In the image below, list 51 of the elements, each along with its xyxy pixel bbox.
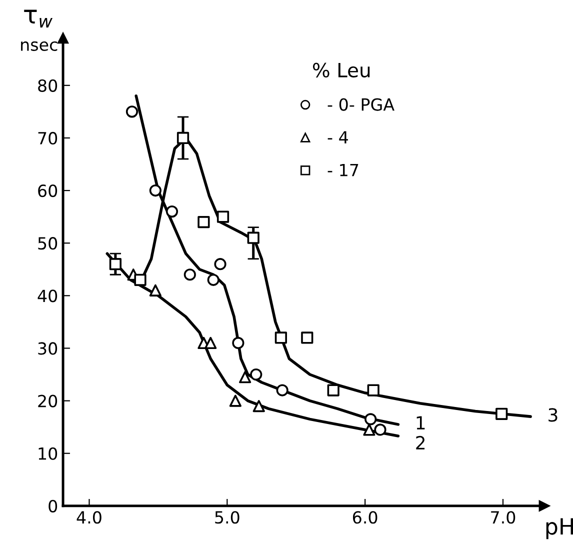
point — [109, 258, 122, 270]
y-axis-title: τ$_{w}$ — [24, 10, 53, 28]
point — [250, 368, 262, 381]
point — [367, 384, 380, 396]
point — [327, 384, 340, 396]
point — [247, 232, 260, 244]
y-tick-label: 0 — [48, 500, 58, 512]
y-tick-label: 30 — [38, 342, 58, 355]
point — [274, 332, 287, 344]
point — [149, 184, 162, 197]
y-tick-label: 20 — [38, 394, 58, 408]
point — [126, 106, 138, 118]
point — [301, 332, 314, 344]
point — [198, 216, 210, 228]
y-tick-label: 60 — [38, 184, 58, 198]
legend-label: - 17 — [328, 164, 358, 176]
text: nsec — [21, 41, 58, 51]
point — [229, 394, 242, 407]
annotation: 1 — [416, 416, 425, 430]
y-tick-label: 10 — [38, 447, 58, 460]
annotation: 2 — [416, 436, 425, 450]
point — [364, 413, 377, 426]
point — [166, 205, 178, 218]
text: 3 — [548, 408, 558, 422]
x-tick-label: 7.0 — [491, 511, 516, 524]
point — [276, 384, 288, 396]
point — [207, 274, 220, 286]
point — [239, 371, 252, 384]
x-tick-label: 5.0 — [215, 511, 240, 524]
point — [214, 258, 226, 270]
point — [252, 400, 265, 412]
point — [134, 274, 146, 286]
y-tick-label: 70 — [38, 132, 58, 145]
x-tick-label: 4.0 — [76, 511, 102, 524]
y-tick-label: 50 — [38, 237, 58, 250]
point — [232, 336, 244, 350]
legend-title: % Leu — [312, 62, 370, 78]
point — [184, 268, 196, 281]
legend-label: - 4 — [328, 131, 348, 144]
point — [216, 210, 230, 223]
point — [363, 424, 376, 436]
x-tick-label: 6.0 — [352, 511, 378, 524]
x-axis-title: pH — [546, 518, 573, 540]
y-tick-label: 40 — [38, 290, 58, 302]
point — [176, 132, 190, 144]
point — [374, 424, 386, 436]
y-tick-label: 80 — [38, 79, 58, 92]
point — [496, 408, 508, 420]
legend-label: - 0- PGA — [328, 98, 394, 111]
line-series — [106, 252, 400, 438]
point — [149, 284, 162, 296]
